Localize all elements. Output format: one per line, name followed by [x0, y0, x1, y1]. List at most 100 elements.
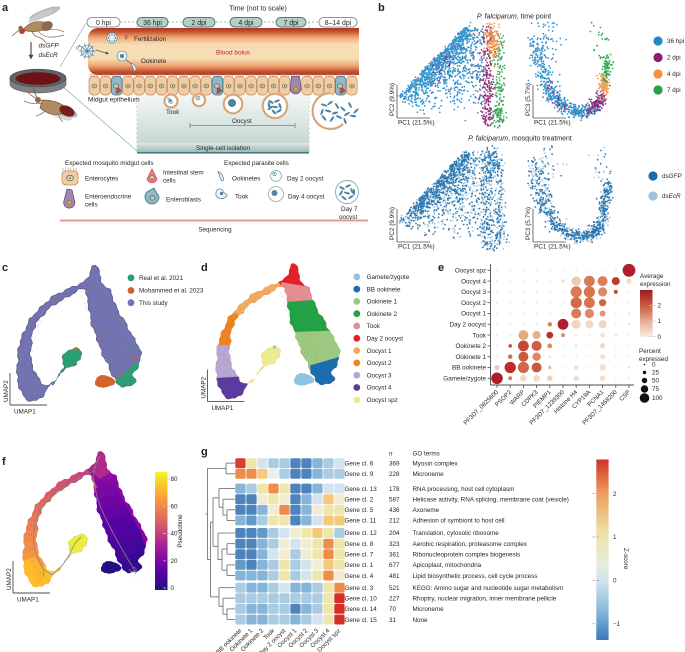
svg-text:BB ookinete: BB ookinete — [367, 286, 401, 293]
svg-text:Aerobic respiration, proteasom: Aerobic respiration, proteasome complex — [413, 541, 528, 548]
svg-text:0: 0 — [652, 362, 656, 369]
svg-text:36 hpi: 36 hpi — [667, 38, 684, 45]
svg-text:361: 361 — [389, 552, 400, 559]
svg-text:Expected mosquito midgut cells: Expected mosquito midgut cells — [65, 160, 154, 167]
svg-text:Oocyst 3: Oocyst 3 — [367, 372, 392, 379]
svg-text:Gene cl. 12: Gene cl. 12 — [345, 530, 378, 537]
svg-text:Real et al. 2021: Real et al. 2021 — [139, 275, 184, 282]
svg-text:Day 2 oocyst: Day 2 oocyst — [450, 322, 487, 329]
svg-text:Day 7: Day 7 — [341, 206, 358, 213]
svg-text:Midgut epithelium: Midgut epithelium — [88, 97, 140, 104]
svg-text:Single-cell isolation: Single-cell isolation — [196, 145, 250, 152]
svg-text:Time (not to scale): Time (not to scale) — [229, 6, 287, 13]
svg-text:Expected parasite cells: Expected parasite cells — [224, 160, 289, 167]
svg-text:Oocyst spz: Oocyst spz — [367, 397, 398, 404]
svg-text:0: 0 — [658, 334, 662, 341]
svg-text:PC1 (21.5%): PC1 (21.5%) — [534, 119, 571, 126]
svg-text:Pseudotime: Pseudotime — [177, 514, 184, 548]
svg-text:436: 436 — [389, 507, 400, 514]
svg-text:Ookinete: Ookinete — [141, 58, 167, 65]
svg-text:P. falciparum, time point: P. falciparum, time point — [477, 14, 551, 21]
svg-text:f: f — [2, 456, 6, 468]
svg-text:0 hpi: 0 hpi — [96, 20, 111, 27]
svg-text:60: 60 — [171, 504, 179, 511]
svg-text:677: 677 — [389, 562, 400, 569]
svg-text:4 dpi: 4 dpi — [239, 20, 254, 27]
svg-text:Intestinal stem: Intestinal stem — [163, 170, 204, 177]
svg-text:Ookinetes: Ookinetes — [232, 176, 260, 183]
svg-text:UMAP1: UMAP1 — [14, 408, 36, 415]
svg-text:Day 2 oocyst: Day 2 oocyst — [287, 176, 324, 183]
svg-text:dsGFP: dsGFP — [39, 43, 60, 50]
svg-text:expressed: expressed — [639, 356, 669, 363]
svg-text:g: g — [201, 446, 208, 458]
svg-text:4 dpi: 4 dpi — [667, 71, 681, 78]
svg-text:Enteroblasts: Enteroblasts — [166, 197, 201, 204]
svg-text:Took: Took — [235, 194, 249, 201]
svg-text:Fertilization: Fertilization — [134, 36, 167, 43]
svg-text:Ribonucleoprotein complex biog: Ribonucleoprotein complex biogenesis — [413, 552, 521, 559]
svg-text:Gene cl. 1: Gene cl. 1 — [345, 562, 374, 569]
svg-text:40: 40 — [171, 531, 179, 538]
svg-text:♀: ♀ — [123, 33, 130, 44]
svg-text:Blood bolus: Blood bolus — [216, 50, 251, 57]
svg-text:Gamete/zygote: Gamete/zygote — [367, 274, 410, 281]
svg-text:None: None — [413, 617, 429, 624]
svg-text:Gene cl. 10: Gene cl. 10 — [345, 596, 378, 603]
svg-text:PC2 (9.9%): PC2 (9.9%) — [389, 83, 396, 116]
svg-text:7 dpi: 7 dpi — [284, 20, 299, 27]
svg-text:KEGG: Amino sugar and nucleoti: KEGG: Amino sugar and nucleotide sugar m… — [413, 585, 564, 592]
svg-text:Average: Average — [640, 273, 664, 280]
svg-text:8–14 dpi: 8–14 dpi — [325, 20, 352, 27]
svg-text:Gamete/zygote: Gamete/zygote — [443, 376, 486, 383]
svg-text:36 hpi: 36 hpi — [143, 20, 162, 27]
svg-text:Myosin complex: Myosin complex — [413, 460, 459, 467]
svg-text:25: 25 — [652, 370, 660, 377]
svg-text:expression: expression — [640, 281, 671, 288]
svg-text:Oocyst 4: Oocyst 4 — [367, 385, 392, 392]
svg-text:Helicase activity, RNA splicin: Helicase activity, RNA splicing, membran… — [413, 497, 569, 504]
svg-text:Oocyst: Oocyst — [232, 118, 252, 125]
svg-text:Apicoplast, mitochondria: Apicoplast, mitochondria — [413, 562, 482, 569]
svg-text:oocyst: oocyst — [339, 214, 357, 221]
svg-text:100: 100 — [652, 395, 663, 402]
svg-text:2: 2 — [658, 303, 662, 310]
svg-text:31: 31 — [389, 617, 397, 624]
svg-text:481: 481 — [389, 573, 400, 580]
svg-text:cells: cells — [163, 178, 176, 185]
svg-text:d: d — [201, 262, 208, 274]
svg-text:Gene cl. 13: Gene cl. 13 — [345, 486, 378, 493]
svg-text:UMAP1: UMAP1 — [17, 596, 39, 603]
svg-text:50: 50 — [652, 378, 660, 385]
svg-text:Oocyst spz: Oocyst spz — [455, 268, 486, 275]
svg-text:228: 228 — [389, 471, 400, 478]
svg-text:dsEcR: dsEcR — [39, 52, 58, 59]
svg-text:Ookinete 2: Ookinete 2 — [367, 311, 398, 318]
svg-text:80: 80 — [171, 476, 179, 483]
svg-text:Oocyst 1: Oocyst 1 — [461, 311, 486, 318]
svg-text:Took: Took — [166, 109, 180, 116]
svg-text:PC3 (5.7%): PC3 (5.7%) — [525, 83, 532, 116]
svg-text:178: 178 — [389, 486, 400, 493]
svg-text:Microneme: Microneme — [413, 471, 445, 478]
svg-text:GO terms: GO terms — [413, 451, 440, 458]
svg-text:c: c — [2, 262, 8, 274]
svg-text:Ookinete 1: Ookinete 1 — [456, 354, 487, 361]
svg-text:dsEcR: dsEcR — [662, 193, 681, 200]
svg-text:Took: Took — [367, 323, 381, 330]
svg-text:Axoneme: Axoneme — [413, 507, 440, 514]
svg-text:Gene cl. 11: Gene cl. 11 — [345, 518, 377, 525]
svg-text:cells: cells — [85, 202, 98, 209]
svg-text:Day 4 oocyst: Day 4 oocyst — [288, 194, 325, 201]
svg-text:Gene cl. 8: Gene cl. 8 — [345, 541, 374, 548]
svg-text:Adhesion of symbiont to host c: Adhesion of symbiont to host cell — [413, 518, 505, 525]
svg-text:This study: This study — [139, 300, 169, 307]
svg-text:Oocyst 2: Oocyst 2 — [461, 300, 486, 307]
svg-text:0: 0 — [613, 578, 617, 585]
svg-text:Z-score: Z-score — [622, 548, 629, 570]
svg-text:PC1 (21.5%): PC1 (21.5%) — [398, 119, 435, 126]
svg-text:Gene cl. 3: Gene cl. 3 — [345, 585, 374, 592]
svg-text:323: 323 — [389, 541, 400, 548]
svg-text:RNA processing, host cell cyto: RNA processing, host cell cytoplasm — [413, 486, 515, 493]
svg-text:Ookinete 1: Ookinete 1 — [367, 299, 398, 306]
